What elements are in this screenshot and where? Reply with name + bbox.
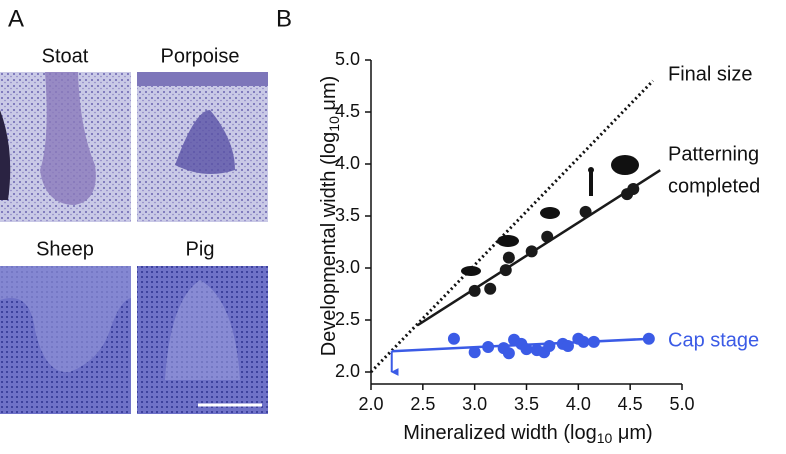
data-point [525, 245, 538, 258]
x-tick-label: 3.5 [514, 394, 539, 414]
y-tick-label: 4.5 [335, 101, 360, 121]
animal-icon [461, 155, 639, 276]
x-axis-label-part: Mineralized width (log [403, 422, 596, 444]
histology-image [0, 266, 131, 414]
x-axis-label-part: μm) [612, 422, 652, 444]
data-point [468, 346, 481, 359]
y-tick-label: 3.0 [335, 257, 360, 277]
data-point [642, 332, 655, 345]
x-tick-label: 4.5 [618, 394, 643, 414]
data-point [502, 251, 515, 264]
data-point [468, 284, 481, 297]
data-point [579, 205, 592, 218]
x-axis-label: Mineralized width (log10 μm) [403, 422, 652, 445]
data-point [561, 340, 574, 352]
histology-image [137, 266, 268, 414]
series-label: Cap stage [668, 329, 759, 351]
x-axis-label-sub: 10 [597, 430, 613, 446]
data-point [543, 340, 556, 352]
histology-image [137, 72, 268, 222]
x-tick-label: 4.0 [566, 394, 591, 414]
data-point [499, 264, 512, 277]
data-point [484, 282, 497, 295]
histology-image [0, 72, 131, 222]
data-point [502, 347, 515, 360]
series-label: Patterning [668, 143, 759, 165]
data-point [482, 341, 495, 354]
annotation: Final size [668, 63, 752, 85]
y-axis-label-sub: 10 [326, 116, 342, 132]
x-tick-label: 2.0 [358, 394, 383, 414]
data-point [577, 335, 590, 348]
fit-line [416, 169, 661, 327]
y-tick-label: 5.0 [335, 49, 360, 69]
reference-line [369, 79, 655, 374]
data-point [587, 335, 600, 348]
y-axis-label-part: μm) [318, 76, 340, 116]
x-tick-label: 3.0 [462, 394, 487, 414]
data-point [541, 230, 554, 243]
panel-label: A [8, 5, 24, 32]
y-axis-label-part: Developmental width (log [318, 132, 340, 357]
y-tick-label: 2.0 [335, 361, 360, 381]
image-label: Sheep [36, 238, 94, 260]
image-label: Porpoise [161, 45, 240, 67]
y-tick-label: 3.5 [335, 205, 360, 225]
data-point [627, 182, 640, 195]
y-tick-label: 2.5 [335, 309, 360, 329]
panel-label: B [276, 5, 292, 32]
x-tick-label: 5.0 [669, 394, 694, 414]
y-tick-label: 4.0 [335, 153, 360, 173]
image-label: Pig [186, 238, 215, 260]
data-point [520, 343, 533, 356]
y-axis-label: Developmental width (log10 μm) [318, 76, 341, 357]
series-label: completed [668, 175, 760, 197]
image-label: Stoat [42, 45, 89, 67]
x-tick-label: 2.5 [410, 394, 435, 414]
data-point [447, 332, 460, 345]
